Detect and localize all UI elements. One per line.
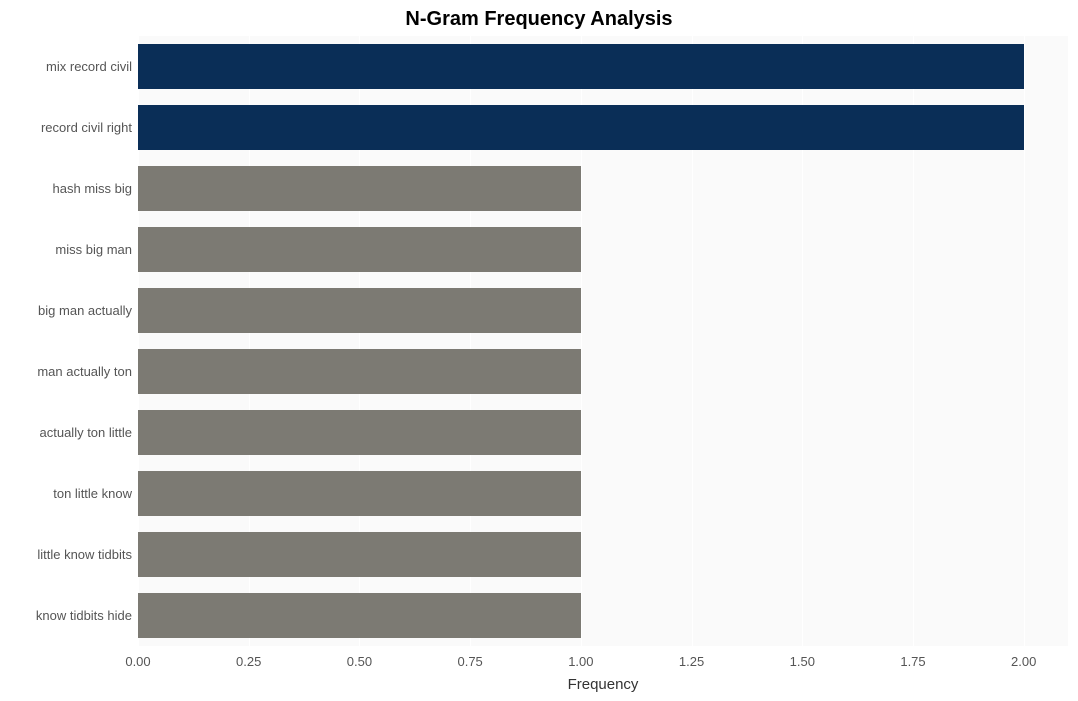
x-tick-label: 1.00	[568, 654, 593, 669]
bar	[138, 44, 1024, 90]
y-tick-label: man actually ton	[37, 364, 132, 379]
x-tick-label: 2.00	[1011, 654, 1036, 669]
x-tick-label: 0.25	[236, 654, 261, 669]
ngram-chart: N-Gram Frequency Analysis Frequency 0.00…	[0, 0, 1078, 701]
x-tick-label: 1.75	[900, 654, 925, 669]
y-tick-label: actually ton little	[40, 425, 133, 440]
gridline	[1024, 36, 1025, 646]
y-tick-label: know tidbits hide	[36, 608, 132, 623]
bar	[138, 166, 581, 212]
y-tick-label: mix record civil	[46, 59, 132, 74]
x-tick-label: 1.50	[790, 654, 815, 669]
y-tick-label: ton little know	[53, 486, 132, 501]
plot-area	[138, 36, 1068, 646]
bar	[138, 471, 581, 517]
bar	[138, 105, 1024, 151]
y-tick-label: record civil right	[41, 120, 132, 135]
bar	[138, 288, 581, 334]
y-tick-label: little know tidbits	[37, 547, 132, 562]
chart-title: N-Gram Frequency Analysis	[0, 8, 1078, 31]
y-tick-label: miss big man	[55, 242, 132, 257]
bar	[138, 349, 581, 395]
x-tick-label: 0.00	[125, 654, 150, 669]
x-axis-title: Frequency	[568, 676, 639, 693]
x-tick-label: 1.25	[679, 654, 704, 669]
y-tick-label: hash miss big	[53, 181, 132, 196]
x-tick-label: 0.50	[347, 654, 372, 669]
bar	[138, 227, 581, 273]
bar	[138, 532, 581, 578]
x-tick-label: 0.75	[457, 654, 482, 669]
bar	[138, 410, 581, 456]
y-tick-label: big man actually	[38, 303, 132, 318]
bar	[138, 593, 581, 639]
